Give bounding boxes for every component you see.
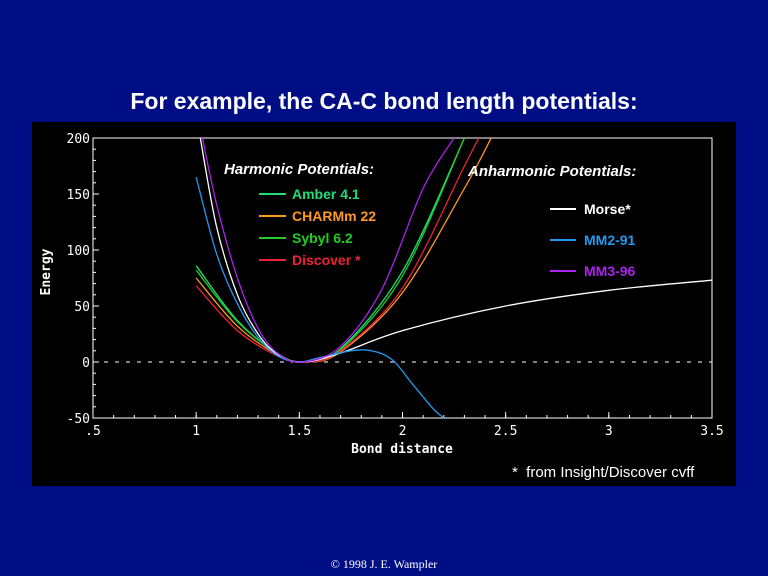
potential-energy-chart: .5 1 1.5 2 2.5 3 3.5 -50 0 50 100 150 200 Bond dista… <box>39 132 724 481</box>
footnote: * from Insight/Discover cvff <box>512 464 695 481</box>
y-tick-label: 200 <box>67 132 90 147</box>
y-tick-label: 100 <box>67 244 90 259</box>
legend-harmonic: Amber 4.1 CHARMm 22 Sybyl 6.2 Discover * <box>259 186 376 268</box>
legend-label: Morse* <box>584 201 631 217</box>
legend-label: MM2-91 <box>584 232 636 248</box>
x-tick-label: 3 <box>605 424 613 439</box>
legend-label: Amber 4.1 <box>292 186 360 202</box>
series-line-mm3-96 <box>201 138 455 363</box>
x-tick-label: 2.5 <box>494 424 517 439</box>
x-tick-label: .5 <box>85 424 101 439</box>
x-axis-label: Bond distance <box>351 442 453 457</box>
legend-label: Sybyl 6.2 <box>292 230 353 246</box>
legend-title-anharmonic: Anharmonic Potentials: <box>467 163 636 180</box>
y-tick-label: 150 <box>67 188 90 203</box>
copyright-notice: © 1998 J. E. Wampler <box>330 557 438 571</box>
y-axis-label: Energy <box>39 248 54 295</box>
tick-labels: .5 1 1.5 2 2.5 3 3.5 -50 0 50 100 150 200 <box>67 132 724 439</box>
slide-title: For example, the CA-C bond length potent… <box>130 88 638 114</box>
x-tick-label: 2 <box>399 424 407 439</box>
legend-label: MM3-96 <box>584 263 636 279</box>
y-tick-label: 0 <box>82 356 90 371</box>
axis-ticks <box>92 137 713 419</box>
y-tick-label: -50 <box>67 412 90 427</box>
x-tick-label: 1.5 <box>288 424 311 439</box>
series-line-mm2-91 <box>195 177 445 418</box>
chart-panel: .5 1 1.5 2 2.5 3 3.5 -50 0 50 100 150 200 Bond dista… <box>32 122 736 486</box>
x-tick-label: 1 <box>192 424 200 439</box>
series-line-charmm-22 <box>195 138 492 363</box>
y-tick-label: 50 <box>74 300 90 315</box>
legend-label: Discover * <box>292 252 361 268</box>
series-layer <box>195 138 712 418</box>
legend-title-harmonic: Harmonic Potentials: <box>224 161 374 178</box>
legend-label: CHARMm 22 <box>292 208 376 224</box>
x-tick-label: 3.5 <box>700 424 723 439</box>
legend-anharmonic: Morse* MM2-91 MM3-96 <box>550 201 636 279</box>
